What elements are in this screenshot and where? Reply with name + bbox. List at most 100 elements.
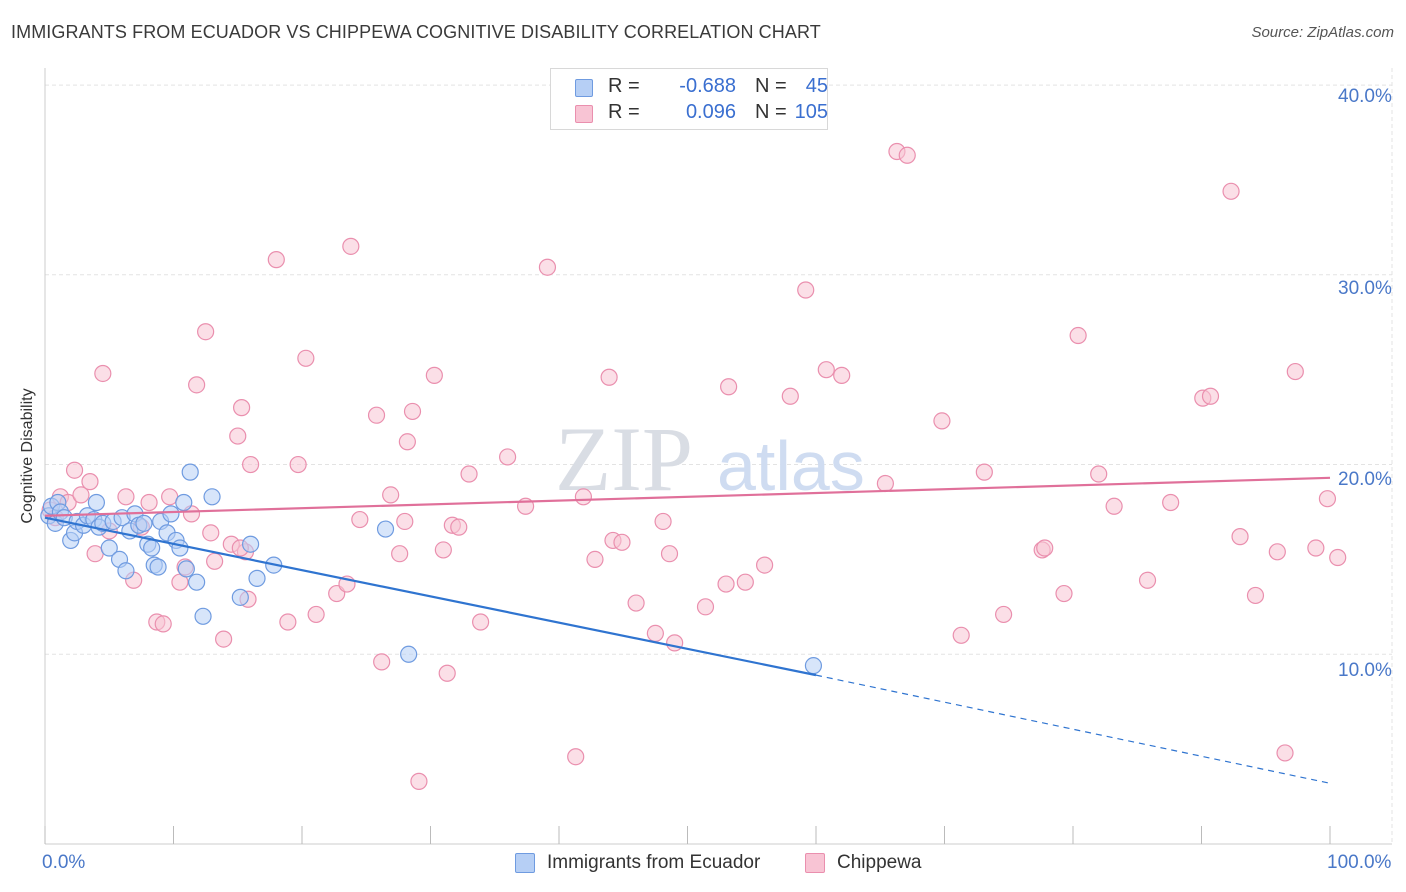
- chippewa-point-102: [1307, 539, 1325, 557]
- chippewa-point-6: [81, 473, 99, 491]
- chippewa-point-47: [403, 402, 422, 421]
- chippewa-point-87: [1036, 539, 1054, 557]
- chippewa-point-54: [460, 465, 478, 483]
- ecuador-point-32: [171, 539, 189, 557]
- ecuador-point-40: [242, 535, 260, 553]
- chippewa-point-67: [654, 512, 672, 531]
- chippewa-point-71: [717, 575, 735, 593]
- chippewa-point-44: [391, 545, 409, 563]
- y-axis-label: Cognitive Disability: [19, 388, 36, 524]
- x-tick-label-max: 100.0%: [1327, 852, 1392, 873]
- bottom-legend-swatch-chippewa: [805, 853, 825, 873]
- chippewa-point-93: [1162, 493, 1180, 512]
- chippewa-point-23: [206, 552, 224, 570]
- chippewa-point-32: [267, 251, 285, 269]
- ecuador-point-27: [149, 558, 167, 576]
- chippewa-point-41: [367, 406, 386, 424]
- ecuador-point-19: [117, 562, 135, 580]
- chippewa-point-35: [297, 349, 315, 367]
- chippewa-point-75: [781, 387, 799, 405]
- chippewa-point-51: [438, 664, 456, 682]
- chippewa-point-88: [1055, 584, 1073, 603]
- y-tick-label-30: 30.0%: [1338, 278, 1392, 299]
- chippewa-point-65: [627, 594, 645, 612]
- chippewa-point-31: [242, 455, 260, 474]
- source-credit: Source: ZipAtlas.com: [1251, 24, 1394, 41]
- chippewa-point-33: [279, 613, 297, 631]
- chippewa-point-101: [1286, 362, 1304, 381]
- legend-r-value-ecuador: -0.688: [679, 75, 736, 97]
- chippewa-point-73: [736, 573, 754, 591]
- axes: [44, 68, 1392, 845]
- chippewa-point-61: [586, 550, 604, 569]
- chippewa-point-20: [188, 376, 206, 394]
- chippewa-point-81: [898, 146, 916, 164]
- chippewa-point-62: [600, 368, 618, 386]
- legend-n-label: N =: [755, 75, 787, 97]
- y-tick-label-10: 10.0%: [1338, 660, 1392, 681]
- legend-swatch-chippewa: [575, 105, 593, 123]
- ecuador-point-38: [203, 488, 221, 506]
- chippewa-point-70: [696, 598, 715, 616]
- ecuador-point-30: [162, 505, 180, 523]
- ecuador-point-36: [188, 573, 206, 591]
- chippewa-point-85: [995, 605, 1013, 624]
- chippewa-point-10: [117, 488, 135, 506]
- chippewa-point-82: [933, 412, 951, 430]
- ecuador-trend-line-extension: [815, 674, 1331, 784]
- ecuador-point-41: [248, 569, 266, 587]
- chart-title: IMMIGRANTS FROM ECUADOR VS CHIPPEWA COGN…: [11, 22, 821, 42]
- ecuador-point-25: [143, 539, 161, 557]
- chippewa-point-21: [197, 323, 215, 341]
- chippewa-point-83: [952, 626, 970, 644]
- watermark: ZIP atlas: [555, 408, 865, 510]
- correlation-legend: R = -0.688 N = 45 R = 0.096 N = 105: [550, 68, 828, 130]
- bottom-legend-swatch-ecuador: [515, 853, 535, 873]
- chippewa-point-5: [72, 486, 90, 504]
- legend-r-value-chippewa: 0.096: [685, 101, 736, 123]
- chippewa-point-68: [660, 545, 679, 563]
- ecuador-trend-line: [44, 516, 817, 677]
- ecuador-point-43: [376, 520, 395, 538]
- chippewa-point-58: [538, 258, 557, 276]
- chippewa-point-79: [876, 474, 894, 493]
- chippewa-point-53: [450, 518, 468, 536]
- chippewa-point-90: [1090, 465, 1108, 483]
- chippewa-point-27: [229, 427, 247, 445]
- legend-swatch-ecuador: [575, 79, 593, 97]
- ecuador-point-45: [804, 657, 823, 675]
- chippewa-point-50: [434, 541, 452, 559]
- chippewa-point-22: [202, 524, 220, 542]
- x-tick-label-min: 0.0%: [42, 852, 86, 873]
- chippewa-point-55: [472, 613, 490, 631]
- legend-r-label: R =: [608, 101, 640, 123]
- chippewa-point-59: [567, 748, 585, 766]
- y-tick-label-20: 20.0%: [1338, 469, 1392, 490]
- chippewa-point-92: [1138, 571, 1157, 589]
- legend-r-label: R =: [608, 75, 640, 97]
- chippewa-point-49: [425, 366, 443, 384]
- chippewa-point-99: [1268, 543, 1286, 561]
- chippewa-point-103: [1318, 490, 1337, 508]
- chippewa-point-42: [373, 653, 391, 671]
- legend-n-label: N =: [755, 101, 787, 123]
- ecuador-point-12: [87, 493, 106, 512]
- chippewa-point-26: [233, 399, 251, 417]
- chippewa-point-91: [1105, 497, 1123, 515]
- chippewa-point-43: [382, 486, 400, 504]
- chippewa-point-89: [1069, 326, 1087, 345]
- chippewa-point-24: [215, 630, 233, 648]
- chippewa-point-97: [1231, 528, 1249, 546]
- chippewa-point-95: [1201, 387, 1220, 405]
- chippewa-point-84: [975, 463, 993, 481]
- chippewa-point-74: [755, 556, 774, 574]
- chippewa-point-104: [1329, 548, 1347, 567]
- ecuador-point-23: [135, 514, 153, 532]
- ecuador-point-37: [194, 607, 212, 625]
- chippewa-point-64: [613, 533, 631, 551]
- bottom-legend-label-chippewa: Chippewa: [837, 852, 922, 873]
- ecuador-point-44: [400, 645, 418, 663]
- chippewa-point-98: [1246, 586, 1265, 605]
- chippewa-point-56: [499, 448, 517, 466]
